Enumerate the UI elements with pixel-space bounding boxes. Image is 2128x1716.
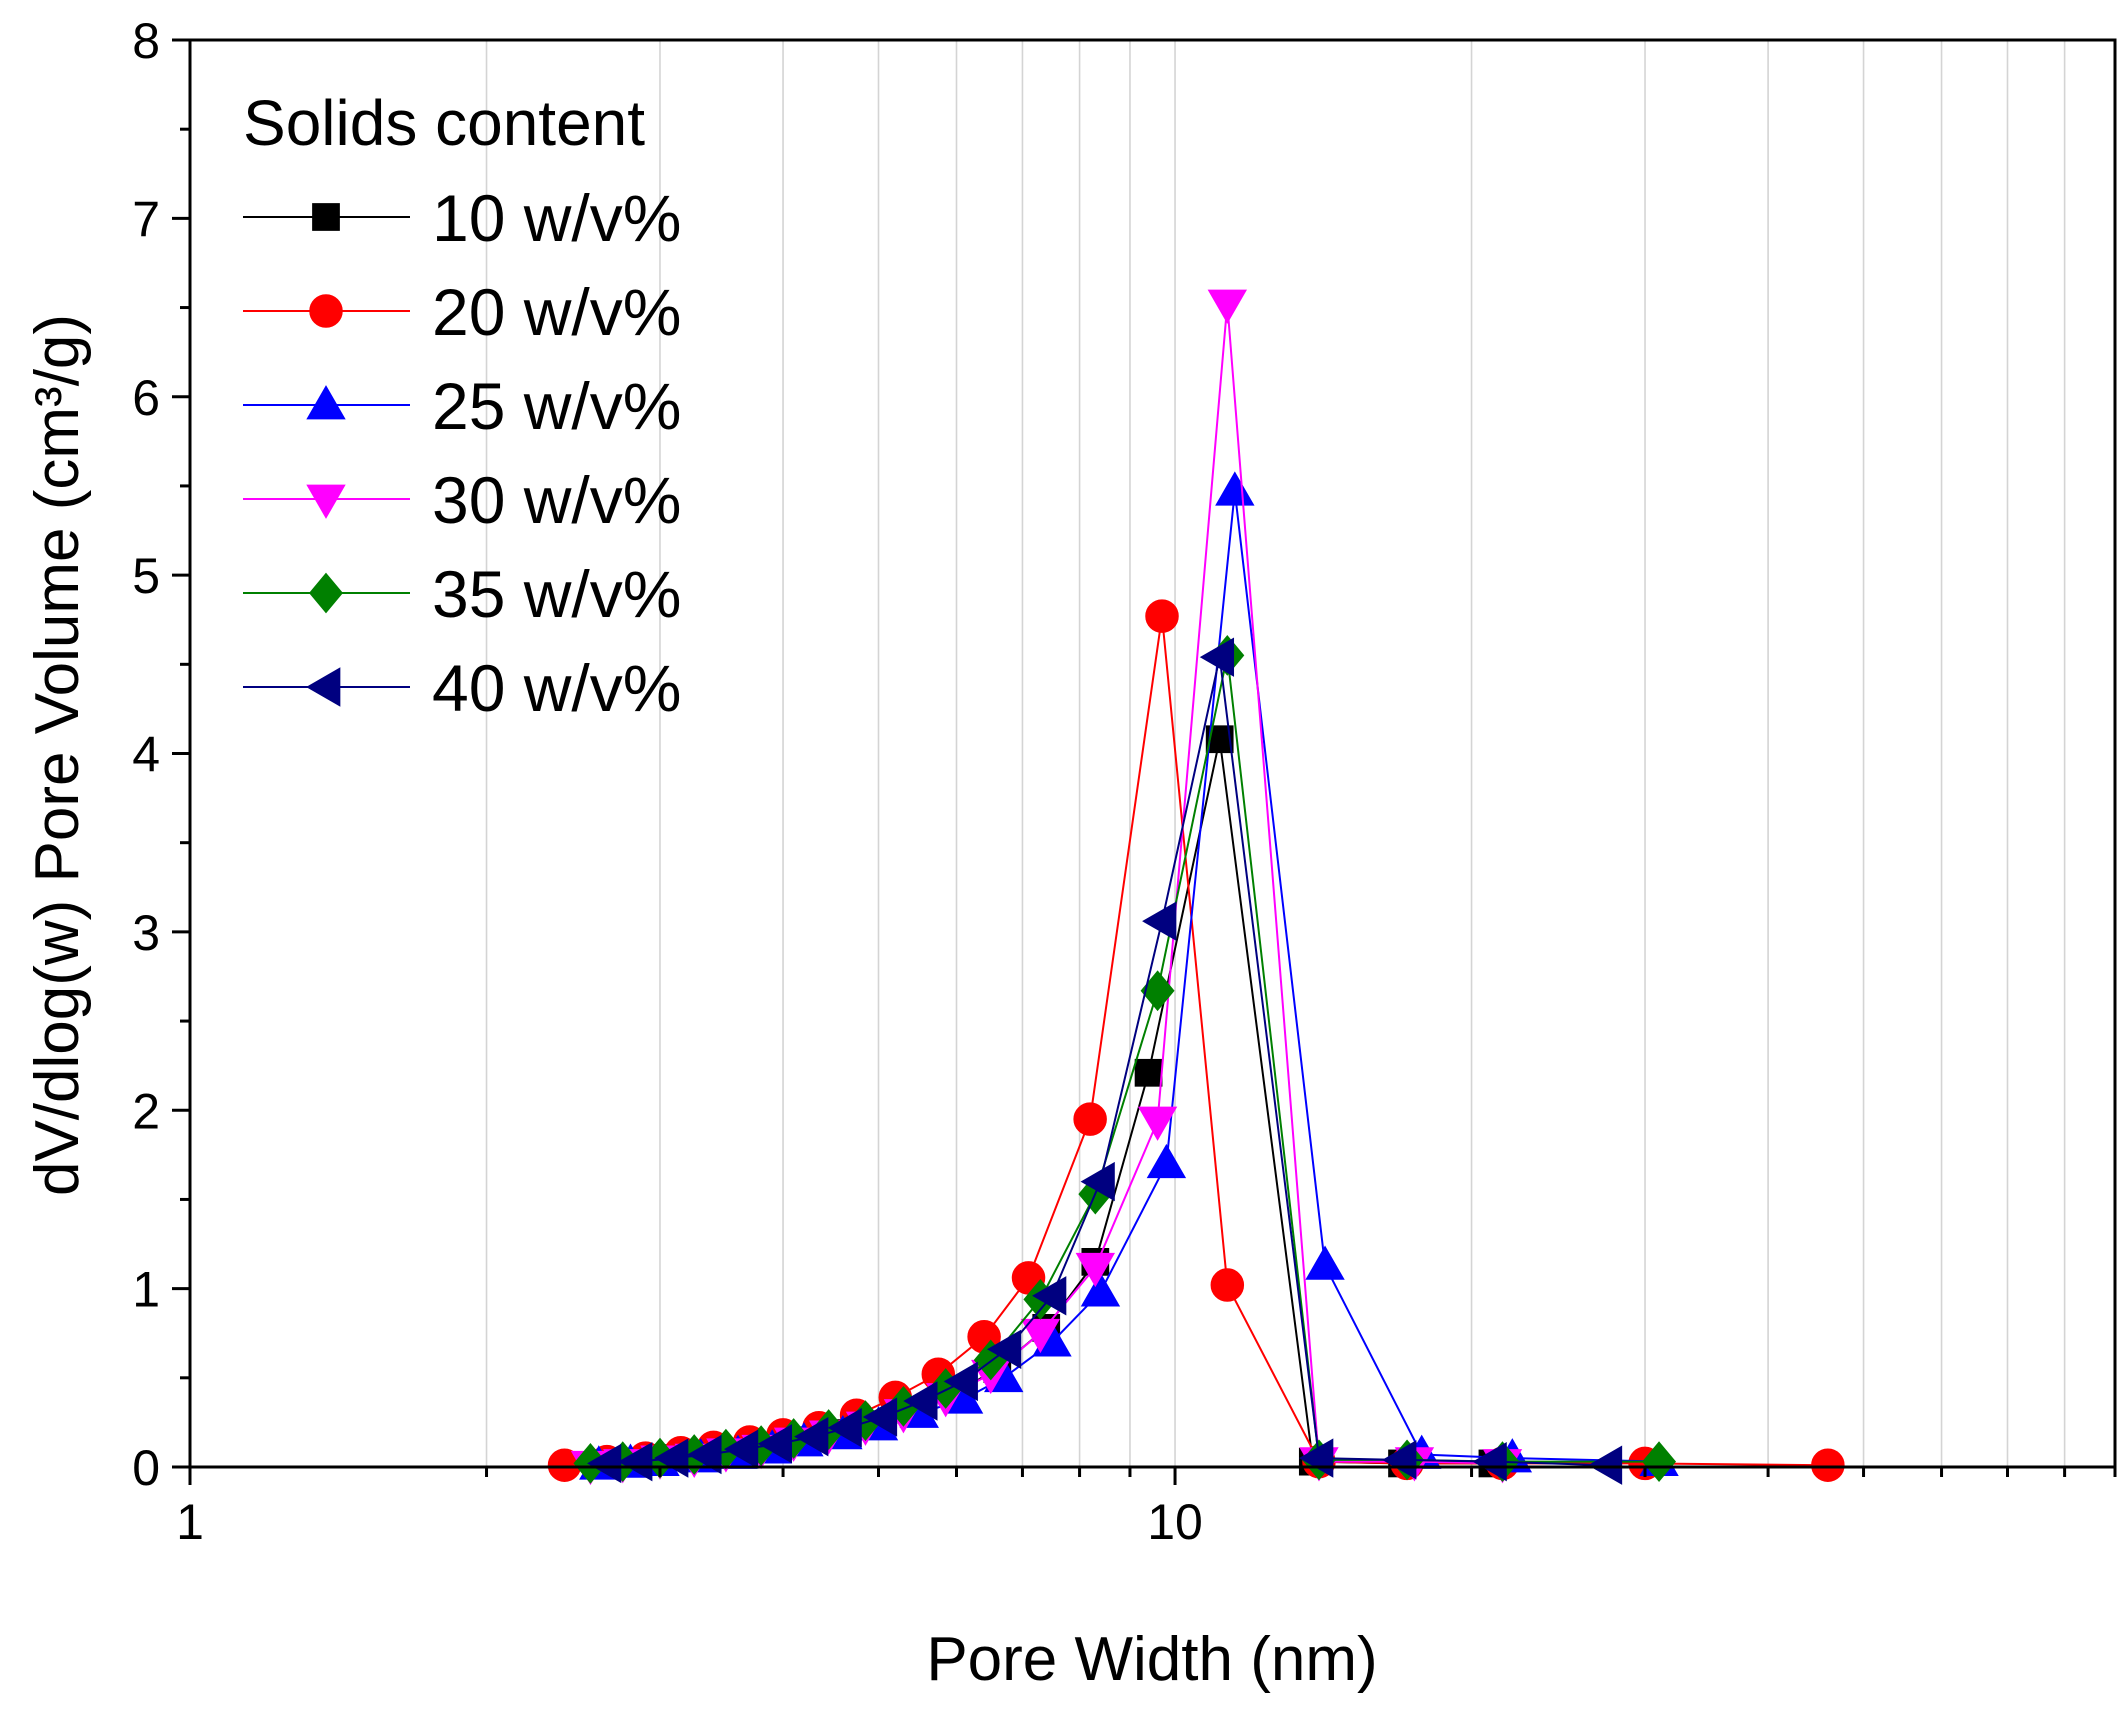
legend-item: 40 w/v%: [243, 651, 681, 725]
y-tick-label: 1: [132, 1262, 160, 1318]
data-point: [1145, 599, 1179, 633]
data-point: [1587, 1445, 1623, 1485]
data-point: [862, 1397, 898, 1437]
legend-item: 25 w/v%: [243, 369, 681, 443]
legend-marker: [312, 203, 340, 231]
data-point: [1075, 1252, 1116, 1288]
series-layer: [547, 289, 1845, 1486]
series-3: [579, 471, 1679, 1480]
legend-marker: [309, 572, 343, 614]
legend-item: 35 w/v%: [243, 557, 681, 631]
legend-marker: [306, 667, 341, 707]
data-point: [1811, 1448, 1845, 1482]
legend-item: 20 w/v%: [243, 275, 681, 349]
data-point: [1134, 1058, 1163, 1087]
legend-label: 40 w/v%: [432, 651, 681, 725]
y-tick-label: 6: [132, 370, 160, 426]
y-tick-label: 8: [132, 13, 160, 69]
legend-marker: [306, 385, 346, 420]
y-axis-title: dV/dlog(w) Pore Volume (cm³/g): [23, 314, 92, 1196]
data-point: [1305, 1245, 1345, 1280]
y-tick-label: 5: [132, 548, 160, 604]
data-point: [1207, 289, 1248, 324]
series-6: [587, 637, 1623, 1485]
x-axis-title: Pore Width (nm): [926, 1625, 1377, 1694]
data-point: [587, 1443, 622, 1484]
data-point: [1137, 1106, 1178, 1141]
data-point: [1210, 1268, 1245, 1302]
data-point: [1472, 1441, 1507, 1482]
data-point: [618, 1441, 653, 1482]
y-tick-label: 3: [132, 905, 160, 961]
x-tick-label: 1: [176, 1494, 204, 1550]
data-point: [1215, 471, 1255, 506]
legend: Solids content 10 w/v% 20 w/v% 25 w/v% 30 w…: [243, 87, 681, 725]
series-5: [573, 635, 1677, 1484]
series-line: [590, 655, 1659, 1465]
data-point: [1199, 637, 1235, 677]
data-point: [1073, 1102, 1107, 1136]
y-tick-label: 7: [132, 191, 160, 247]
legend-label: 10 w/v%: [432, 181, 681, 255]
data-point: [757, 1424, 793, 1464]
data-point: [1146, 1143, 1187, 1179]
legend-label: 20 w/v%: [432, 275, 681, 349]
legend-marker: [309, 294, 343, 328]
legend-items: 10 w/v% 20 w/v% 25 w/v% 30 w/v% 35 w/v% 40 w/…: [243, 181, 681, 725]
data-point: [1642, 1441, 1677, 1483]
data-point: [1032, 1276, 1067, 1316]
legend-label: 35 w/v%: [432, 557, 681, 631]
data-point: [1142, 901, 1177, 941]
data-point: [1382, 1440, 1417, 1480]
series-line: [598, 491, 1660, 1467]
series-2: [547, 599, 1845, 1482]
series-line: [564, 616, 1828, 1467]
legend-title: Solids content: [243, 87, 645, 159]
y-tick-label: 0: [132, 1440, 160, 1496]
data-point: [827, 1408, 862, 1448]
data-point: [1080, 1272, 1121, 1307]
data-point: [687, 1434, 722, 1475]
series-line: [606, 656, 1608, 1467]
series-1: [584, 725, 1507, 1478]
data-point: [1080, 1161, 1115, 1202]
legend-label: 30 w/v%: [432, 463, 681, 537]
data-point: [903, 1381, 938, 1421]
x-tick-label: 10: [1147, 1494, 1203, 1550]
legend-marker: [306, 484, 346, 519]
y-tick-label: 4: [132, 727, 160, 783]
legend-item: 10 w/v%: [243, 181, 681, 255]
data-point: [943, 1361, 978, 1402]
legend-label: 25 w/v%: [432, 369, 681, 443]
data-point: [794, 1416, 829, 1457]
y-tick-label: 2: [132, 1083, 160, 1139]
data-point: [723, 1429, 759, 1469]
grid-layer: [485, 40, 2116, 1467]
legend-item: 30 w/v%: [243, 463, 681, 537]
data-point: [986, 1329, 1022, 1369]
